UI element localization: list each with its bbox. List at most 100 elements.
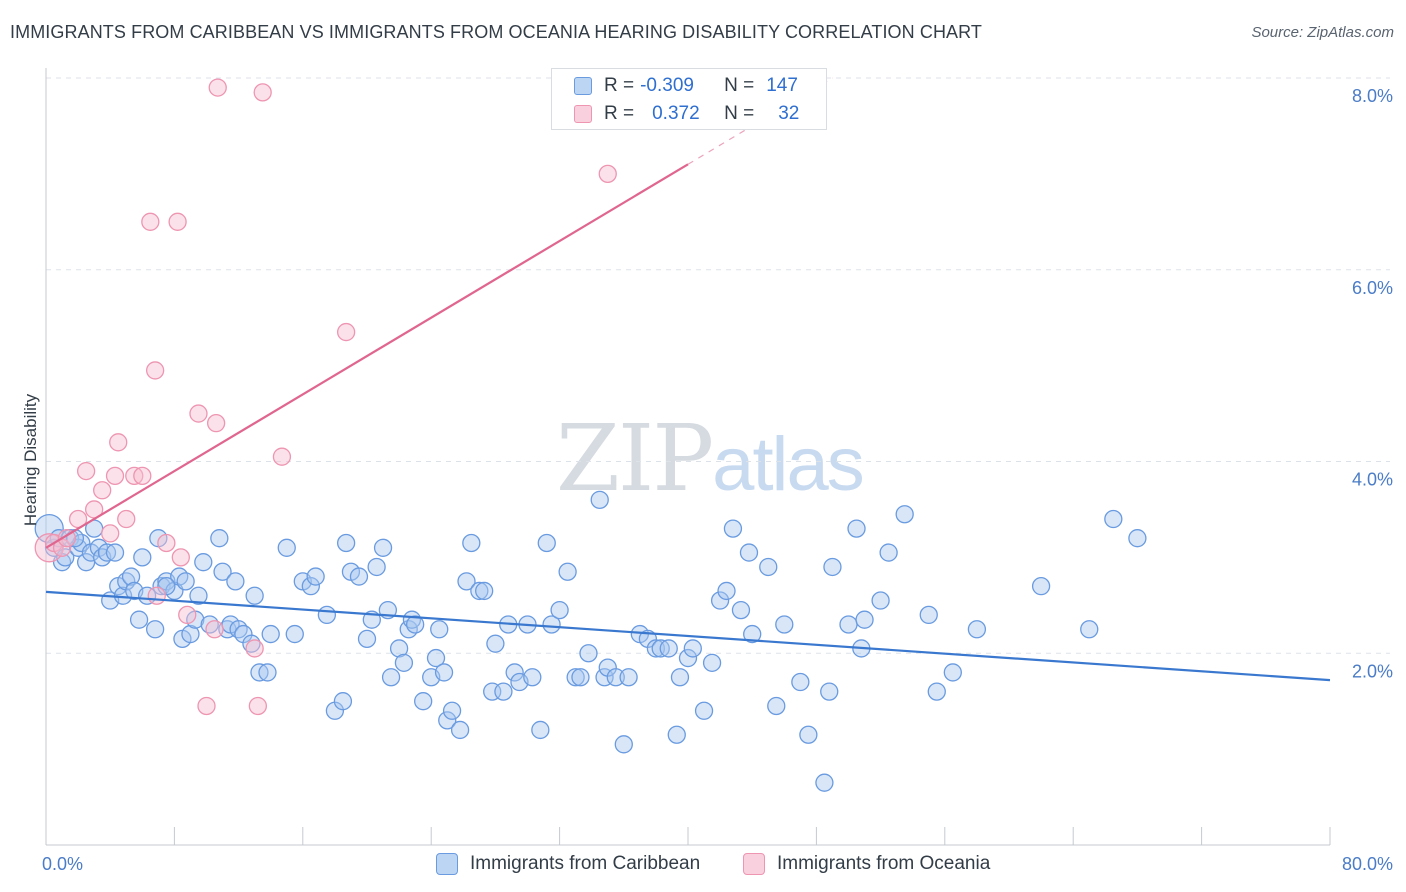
caribbean-point [494,682,513,701]
oceania-point [197,696,216,716]
oceania-point [168,212,187,231]
caribbean-point [537,533,556,553]
oceania-swatch [574,105,592,123]
caribbean-point [646,639,666,658]
source-label: Source: ZipAtlas.com [1251,24,1394,41]
caribbean-trend-line [45,590,1331,682]
oceania-point [171,548,190,567]
caribbean-point [301,576,320,596]
caribbean-point [871,591,890,610]
y-tick-label: 6.0% [1352,278,1393,298]
caribbean-point [550,600,569,620]
oceania-point [205,620,224,639]
caribbean-point [670,668,690,687]
chart-title: IMMIGRANTS FROM CARIBBEAN VS IMMIGRANTS … [10,22,983,42]
caribbean-point [349,567,369,586]
n-value-caribbean: 147 [766,75,798,96]
caribbean-point [606,668,625,687]
oceania-point [208,78,227,97]
y-axis-label: Hearing Disability [21,393,40,526]
caribbean-point [723,519,743,538]
caribbean-point [470,581,489,601]
caribbean-point [558,562,577,581]
caribbean-point [394,653,414,672]
caribbean-point [702,653,722,672]
oceania-trend-line [45,163,689,549]
caribbean-point [579,644,598,663]
y-tick-label: 2.0% [1352,661,1393,681]
caribbean-point [194,553,213,572]
watermark-zip: ZIP [556,405,714,512]
caribbean-point [457,572,476,591]
caribbean-point [367,557,386,577]
caribbean-point [277,538,296,557]
caribbean-point [967,620,987,639]
caribbean-point [767,696,786,716]
caribbean-swatch [574,77,592,95]
caribbean-point [1031,576,1051,596]
caribbean-point [823,557,842,577]
caribbean-point [381,668,401,687]
caribbean-point [531,720,550,740]
caribbean-point [226,572,245,591]
caribbean-point [56,548,75,567]
n-value-oceania: 32 [778,103,800,124]
caribbean-point [855,610,874,629]
caribbean-point [105,543,125,562]
oceania-point [248,696,268,716]
caribbean-point [462,533,481,553]
caribbean-points [34,490,1147,792]
caribbean-point [133,548,152,567]
caribbean-point [710,591,730,610]
watermark: ZIPatlas [556,405,865,512]
r-value-oceania: 0.372 [652,103,700,124]
axes [45,68,1331,846]
caribbean-point [430,620,449,639]
caribbean-point [434,663,454,682]
caribbean-point [145,620,165,639]
caribbean-point [213,562,232,581]
caribbean-point [258,663,277,682]
bottom-legend-oceania: Immigrants from Oceania [743,852,990,876]
caribbean-legend-label: Immigrants from Caribbean [470,853,701,874]
caribbean-point [450,720,470,740]
caribbean-point [799,725,818,744]
caribbean-point [895,505,914,524]
caribbean-point [129,610,149,629]
caribbean-point [667,725,686,744]
caribbean-point [775,615,794,634]
caribbean-point [1104,509,1123,529]
correlation-legend: R = -0.309 N = 147 R = 0.372 N = 32 [551,68,827,130]
caribbean-point [694,701,714,720]
caribbean-point [619,668,638,687]
oceania-point [109,433,128,452]
caribbean-point [815,773,834,792]
caribbean-point [121,567,141,586]
caribbean-point [731,600,751,620]
oceania-point [206,413,226,433]
caribbean-point [590,490,609,510]
caribbean-point [1128,529,1147,548]
oceania-point [141,212,160,231]
caribbean-point [683,639,702,658]
caribbean-point [261,624,280,644]
y-tick-label: 8.0% [1352,86,1393,106]
r-label: R = [604,75,635,96]
legend-row-oceania: R = 0.372 N = 32 [574,101,799,127]
oceania-point [76,461,96,481]
caribbean-point [678,648,698,668]
caribbean-point [475,581,494,601]
oceania-point [157,533,176,553]
oceania-point [145,361,165,380]
caribbean-point [438,711,457,730]
r-label: R = [604,103,635,124]
n-label: N = [724,103,755,124]
watermark-atlas: atlas [712,422,865,507]
caribbean-point [414,692,433,711]
caribbean-point [245,586,264,605]
caribbean-point [505,663,524,682]
caribbean-point [333,692,353,711]
caribbean-point [486,634,505,653]
legend-row-caribbean: R = -0.309 N = 147 [574,73,798,99]
